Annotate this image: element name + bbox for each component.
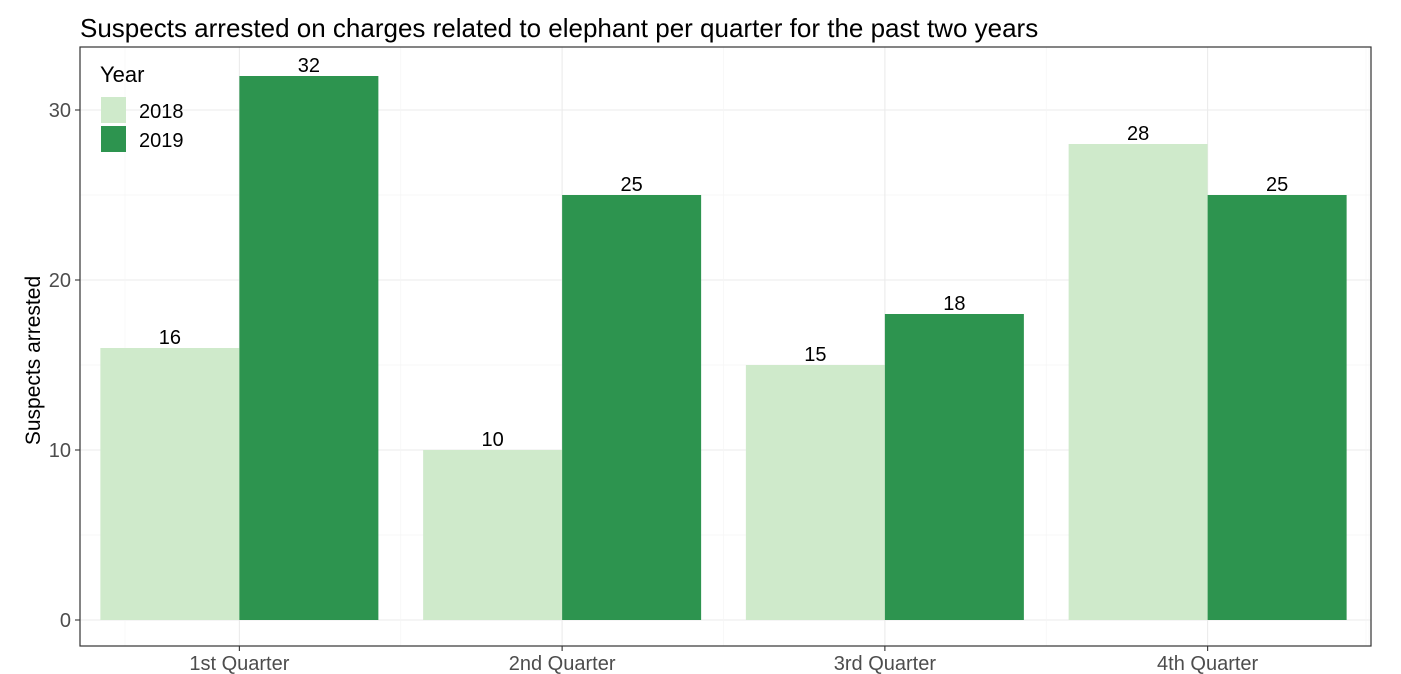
x-tick-label: 1st Quarter <box>189 653 289 674</box>
y-tick-label: 10 <box>49 440 71 462</box>
bar-2019-2nd-quarter <box>562 195 702 620</box>
x-tick-label: 2nd Quarter <box>509 653 616 674</box>
data-label: 18 <box>943 293 965 315</box>
bar-2019-1st-quarter <box>239 76 379 620</box>
bar-2018-2nd-quarter <box>423 450 563 620</box>
x-tick-label: 3rd Quarter <box>834 653 937 674</box>
data-label: 32 <box>298 55 320 77</box>
data-label: 10 <box>482 429 504 451</box>
data-label: 25 <box>621 174 643 196</box>
data-labels: 16 10 15 28 32 25 18 25 <box>159 55 1289 451</box>
legend-label: 2019 <box>139 130 184 152</box>
y-axis-title: Suspects arrested <box>22 276 45 445</box>
legend-label: 2018 <box>139 101 184 123</box>
plot-border <box>79 46 1372 647</box>
bar-2018-4th-quarter <box>1068 144 1208 620</box>
data-label: 28 <box>1127 123 1149 145</box>
axes: 0 10 20 30 1st Quarter 2nd Quarter 3rd Quarter… <box>49 100 1259 674</box>
bar-2019-3rd-quarter <box>884 314 1024 620</box>
chart-title: Suspects arrested on charges related to … <box>80 13 1038 43</box>
data-label: 25 <box>1266 174 1288 196</box>
data-label: 16 <box>159 327 181 349</box>
bar-2018-1st-quarter <box>100 348 240 620</box>
y-tick-label: 30 <box>49 100 71 122</box>
bars <box>100 76 1347 620</box>
bar-2018-3rd-quarter <box>745 365 885 620</box>
legend-title: Year <box>100 62 144 87</box>
y-tick-label: 0 <box>60 610 71 632</box>
bar-2019-4th-quarter <box>1207 195 1347 620</box>
legend-key-2018 <box>101 97 126 123</box>
legend-key-2019 <box>101 126 126 152</box>
y-tick-label: 20 <box>49 270 71 292</box>
x-tick-label: 4th Quarter <box>1157 653 1259 674</box>
data-label: 15 <box>804 344 826 366</box>
legend: Year 2018 2019 <box>100 62 184 152</box>
